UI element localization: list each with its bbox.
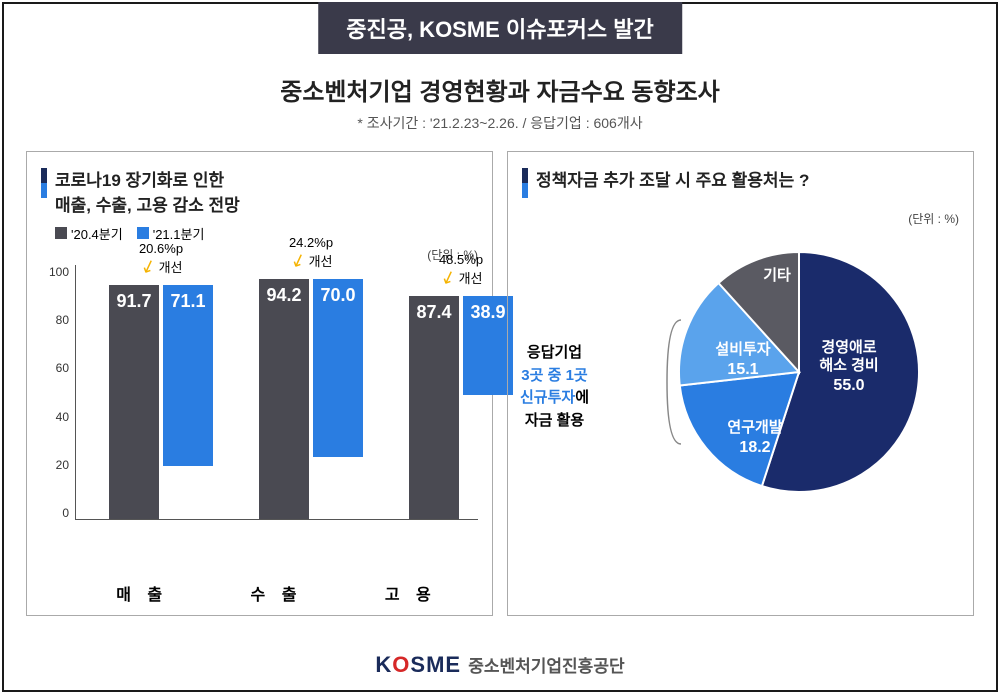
pie-panel-heading: 정책자금 추가 조달 시 주요 활용처는 ? [522, 166, 959, 198]
pie-heading: 정책자금 추가 조달 시 주요 활용처는 ? [536, 166, 809, 191]
bar-series-b: 38.9 [463, 296, 513, 395]
brand-logo: KOSME [375, 652, 468, 677]
legend-swatch-b [137, 227, 149, 239]
bar-group: 24.2%p↘개선94.270.0 [246, 279, 376, 519]
footer: KOSME 중소벤처기업진흥공단 [4, 652, 996, 678]
bar-group: 20.6%p↘개선91.771.1 [96, 285, 226, 519]
pie-panel: 정책자금 추가 조달 시 주요 활용처는 ? (단위 : %) 응답기업 3곳 … [507, 151, 974, 616]
improvement-label: 48.5%p↘개선 [401, 252, 521, 288]
x-label: 매 출 [75, 575, 209, 605]
pie-slice-label: 기타 [763, 267, 791, 284]
legend-swatch-a [55, 227, 67, 239]
pie-slice-label: 설비투자 [715, 341, 770, 358]
svg-text:15.1: 15.1 [727, 361, 758, 378]
svg-text:55.0: 55.0 [833, 377, 864, 394]
improvement-label: 24.2%p↘개선 [251, 235, 371, 271]
bar-heading-line2: 매출, 수출, 고용 감소 전망 [55, 196, 240, 215]
barchart: 100806040200 20.6%p↘개선91.771.124.2%p↘개선9… [41, 265, 478, 575]
pie-unit-label: (단위 : %) [908, 210, 959, 227]
x-axis-labels: 매 출수 출고 용 [75, 575, 478, 605]
bullet-icon [41, 168, 47, 198]
bar-series-b: 71.1 [163, 285, 213, 466]
x-label: 고 용 [344, 575, 478, 605]
pie-side-note: 응답기업 3곳 중 1곳 신규투자에 자금 활용 [520, 342, 589, 432]
pie-slice-label: 연구개발 [727, 418, 782, 436]
bar-series-a: 91.7 [109, 285, 159, 519]
subtitle: 중소벤처기업 경영현황과 자금수요 동향조사 [4, 72, 996, 107]
bar-panel-heading: 코로나19 장기화로 인한 매출, 수출, 고용 감소 전망 [41, 166, 478, 216]
infographic-frame: 중진공, KOSME 이슈포커스 발간 중소벤처기업 경영현황과 자금수요 동향… [2, 2, 998, 692]
svg-text:18.2: 18.2 [739, 439, 770, 456]
bullet-icon [522, 168, 528, 198]
pie-slice-label: 경영애로 [821, 338, 876, 356]
org-name: 중소벤처기업진흥공단 [468, 657, 624, 676]
panels-row: 코로나19 장기화로 인한 매출, 수출, 고용 감소 전망 '20.4분기 '… [4, 133, 996, 626]
pie-chart: 경영애로해소 경비 55.0 연구개발 18.2 설비투자 15.1 기타 [659, 232, 959, 532]
legend-item-a: '20.4분기 [55, 224, 123, 243]
x-label: 수 출 [209, 575, 343, 605]
bar-heading-line1: 코로나19 장기화로 인한 [55, 171, 224, 190]
bar-panel: 코로나19 장기화로 인한 매출, 수출, 고용 감소 전망 '20.4분기 '… [26, 151, 493, 616]
legend-item-b: '21.1분기 [137, 224, 205, 243]
improvement-label: 20.6%p↘개선 [101, 241, 221, 277]
svg-text:해소 경비: 해소 경비 [819, 356, 878, 374]
survey-note: * 조사기간 : '21.2.23~2.26. / 응답기업 : 606개사 [4, 113, 996, 133]
title-banner: 중진공, KOSME 이슈포커스 발간 [318, 2, 682, 54]
bar-series-a: 94.2 [259, 279, 309, 519]
y-axis: 100806040200 [41, 265, 75, 520]
bar-plot-area: 20.6%p↘개선91.771.124.2%p↘개선94.270.048.5%p… [75, 265, 478, 520]
bar-series-b: 70.0 [313, 279, 363, 458]
bar-series-a: 87.4 [409, 296, 459, 519]
